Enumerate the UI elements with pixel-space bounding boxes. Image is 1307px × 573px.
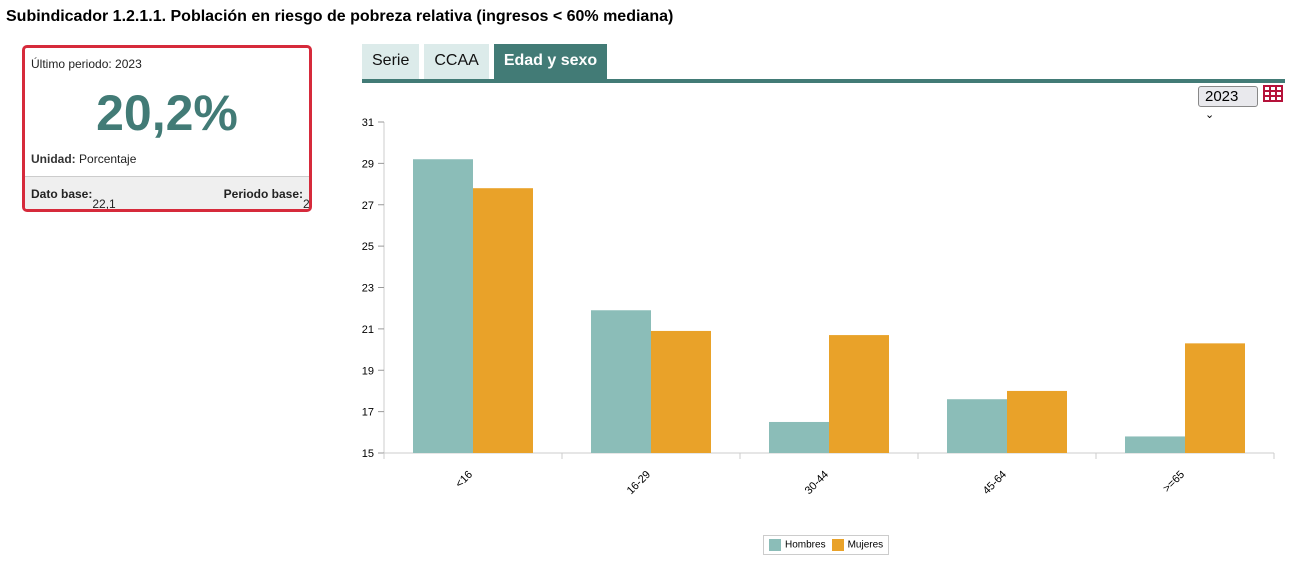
page-title: Subindicador 1.2.1.1. Población en riesg… <box>6 8 674 25</box>
latest-value: 20,2% <box>96 85 238 141</box>
last-period-label: Último periodo: <box>31 57 112 71</box>
tab-underline <box>362 79 1285 83</box>
legend-item-mujeres[interactable]: Mujeres <box>831 539 884 551</box>
legend-swatch <box>769 539 781 551</box>
indicator-card: Último periodo: 2023 20,2% Unidad: Porce… <box>22 45 312 212</box>
unit-value: Porcentaje <box>79 152 137 166</box>
base-period-text: 2015 <box>303 197 310 211</box>
unit: Unidad: Porcentaje <box>31 152 136 166</box>
x-tick-label: 30-44 <box>803 469 831 497</box>
base-value: Dato base: 22,1 <box>31 187 116 209</box>
y-tick-label: 31 <box>362 117 374 129</box>
bar-hombres <box>947 399 1007 453</box>
base-period-label: Periodo base: <box>223 187 303 201</box>
card-footer: Dato base: 22,1 Periodo base: 2015 <box>25 176 309 209</box>
y-tick-label: 19 <box>362 365 374 377</box>
bar-mujeres <box>473 188 533 453</box>
bar-mujeres <box>651 330 711 453</box>
y-tick-label: 23 <box>362 283 374 295</box>
x-tick-label: <16 <box>453 469 475 491</box>
y-tick-label: 27 <box>362 200 374 212</box>
tab-edad-y-sexo[interactable]: Edad y sexo <box>493 44 608 79</box>
tab-ccaa[interactable]: CCAA <box>424 44 489 79</box>
y-tick-label: 29 <box>362 158 374 170</box>
tab-serie[interactable]: Serie <box>362 44 420 79</box>
bar-hombres <box>413 159 473 454</box>
y-tick-label: 25 <box>362 241 374 253</box>
bar-mujeres <box>1007 390 1067 453</box>
last-period-value: 2023 <box>115 57 142 71</box>
legend-swatch <box>831 539 844 551</box>
bar-hombres <box>769 421 829 453</box>
x-tick-label: >=65 <box>1161 469 1187 495</box>
base-value-label: Dato base: <box>31 187 93 201</box>
y-tick-label: 21 <box>362 324 374 336</box>
year-select-value: 2023 <box>1205 88 1239 105</box>
legend-label: Mujeres <box>847 539 884 551</box>
base-period: Periodo base: 2015 <box>223 187 309 209</box>
legend-label: Hombres <box>785 539 826 551</box>
bar-hombres <box>1125 436 1185 453</box>
y-tick-label: 15 <box>362 448 374 460</box>
legend: Hombres Mujeres <box>763 535 890 555</box>
tab-bar: Serie CCAA Edad y sexo <box>362 44 608 79</box>
y-tick-label: 17 <box>362 407 374 419</box>
legend-item-hombres[interactable]: Hombres <box>769 539 826 551</box>
last-period: Último periodo: 2023 <box>31 57 142 71</box>
table-icon[interactable] <box>1263 85 1283 102</box>
x-tick-label: 16-29 <box>625 469 653 497</box>
chevron-down-icon: ⌄ <box>1205 109 1215 121</box>
unit-label: Unidad: <box>31 152 76 166</box>
base-value-text: 22,1 <box>92 197 116 211</box>
x-tick-label: 45-64 <box>981 469 1009 497</box>
bar-mujeres <box>829 335 889 453</box>
year-select[interactable]: 2023 ⌄ <box>1198 86 1258 121</box>
bar-mujeres <box>1185 343 1245 453</box>
bar-hombres <box>591 310 651 453</box>
